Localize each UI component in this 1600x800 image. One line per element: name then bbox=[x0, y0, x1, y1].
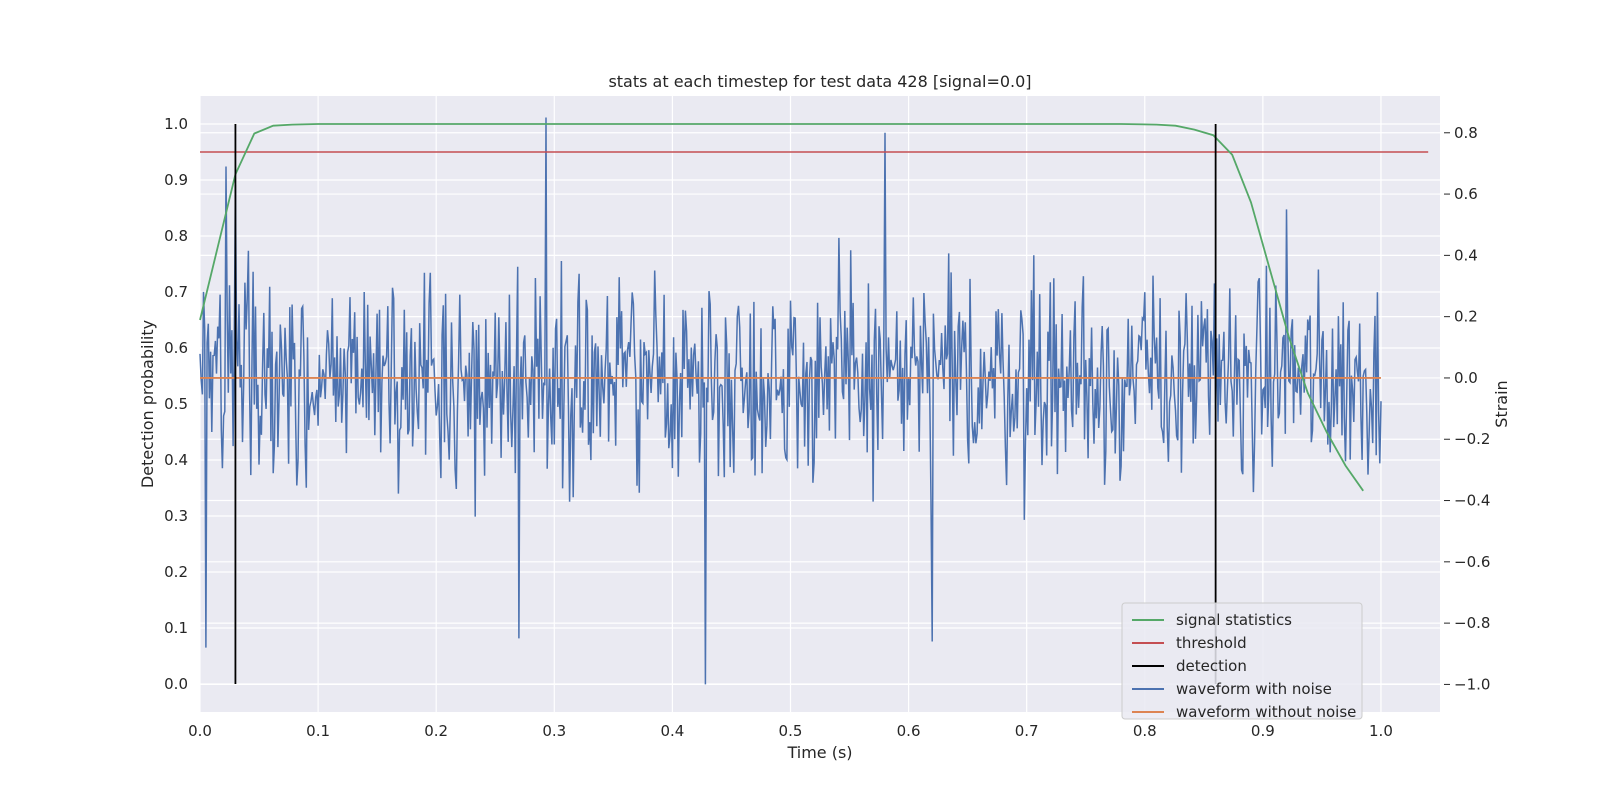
y2-axis-label: Strain bbox=[1492, 380, 1511, 427]
y-axis-label: Detection probability bbox=[138, 320, 157, 488]
x-tick-label: 0.8 bbox=[1133, 722, 1157, 740]
x-tick-label: 0.7 bbox=[1015, 722, 1039, 740]
x-tick-label: 0.5 bbox=[779, 722, 803, 740]
y2-tick-label: −0.2 bbox=[1454, 430, 1490, 448]
y-tick-label: 0.3 bbox=[164, 507, 188, 525]
x-tick-label: 0.3 bbox=[542, 722, 566, 740]
y2-tick-label: −0.8 bbox=[1454, 614, 1490, 632]
series-waveform-with-noise bbox=[199, 117, 1382, 685]
legend-label: detection bbox=[1176, 657, 1247, 675]
y-tick-label: 0.1 bbox=[164, 619, 188, 637]
x-tick-label: 0.9 bbox=[1251, 722, 1275, 740]
y2-tick-label: 0.0 bbox=[1454, 369, 1478, 387]
y2-tick-label: 0.4 bbox=[1454, 246, 1478, 264]
legend-box bbox=[1121, 602, 1363, 720]
y2-tick-label: −1.0 bbox=[1454, 675, 1490, 693]
y-tick-label: 0.4 bbox=[164, 451, 188, 469]
y-tick-label: 0.6 bbox=[164, 339, 188, 357]
x-tick-label: 0.6 bbox=[897, 722, 921, 740]
legend-label: threshold bbox=[1176, 634, 1247, 652]
y2-tick-label: 0.2 bbox=[1454, 308, 1478, 326]
x-axis-ticks: 0.0 0.1 0.2 0.3 0.4 0.5 0.6 0.7 0.8 0.9 1.0 bbox=[188, 722, 1393, 740]
x-tick-label: 0.4 bbox=[660, 722, 684, 740]
y-tick-label: 0.0 bbox=[164, 675, 188, 693]
y-tick-label: 0.5 bbox=[164, 395, 188, 413]
y2-axis-ticks: −1.0 −0.8 −0.6 −0.4 −0.2 0.0 0.2 0.4 0.6 0.8 bbox=[1444, 124, 1490, 693]
y-tick-label: 0.2 bbox=[164, 563, 188, 581]
x-tick-label: 0.1 bbox=[306, 722, 330, 740]
legend-label: signal statistics bbox=[1176, 611, 1292, 629]
x-tick-label: 0.2 bbox=[424, 722, 448, 740]
series-signal-statistics bbox=[199, 123, 1364, 492]
legend-label: waveform without noise bbox=[1176, 703, 1356, 721]
y2-tick-label: 0.6 bbox=[1454, 185, 1478, 203]
y2-tick-label: −0.6 bbox=[1454, 553, 1490, 571]
y-tick-label: 1.0 bbox=[164, 115, 188, 133]
y2-tick-label: −0.4 bbox=[1454, 492, 1490, 510]
x-tick-label: 1.0 bbox=[1369, 722, 1393, 740]
y-axis-ticks: 0.0 0.1 0.2 0.3 0.4 0.5 0.6 0.7 0.8 0.9 1.0 bbox=[164, 115, 188, 693]
legend: signal statistics threshold detection wavef… bbox=[1121, 602, 1363, 721]
chart-title: stats at each timestep for test data 428… bbox=[608, 72, 1031, 91]
x-axis-label: Time (s) bbox=[786, 743, 852, 762]
y-tick-label: 0.7 bbox=[164, 283, 188, 301]
y2-tick-label: 0.8 bbox=[1454, 124, 1478, 142]
y-tick-label: 0.8 bbox=[164, 227, 188, 245]
series-layer bbox=[199, 117, 1429, 685]
x-tick-label: 0.0 bbox=[188, 722, 212, 740]
legend-label: waveform with noise bbox=[1176, 680, 1332, 698]
y-tick-label: 0.9 bbox=[164, 171, 188, 189]
